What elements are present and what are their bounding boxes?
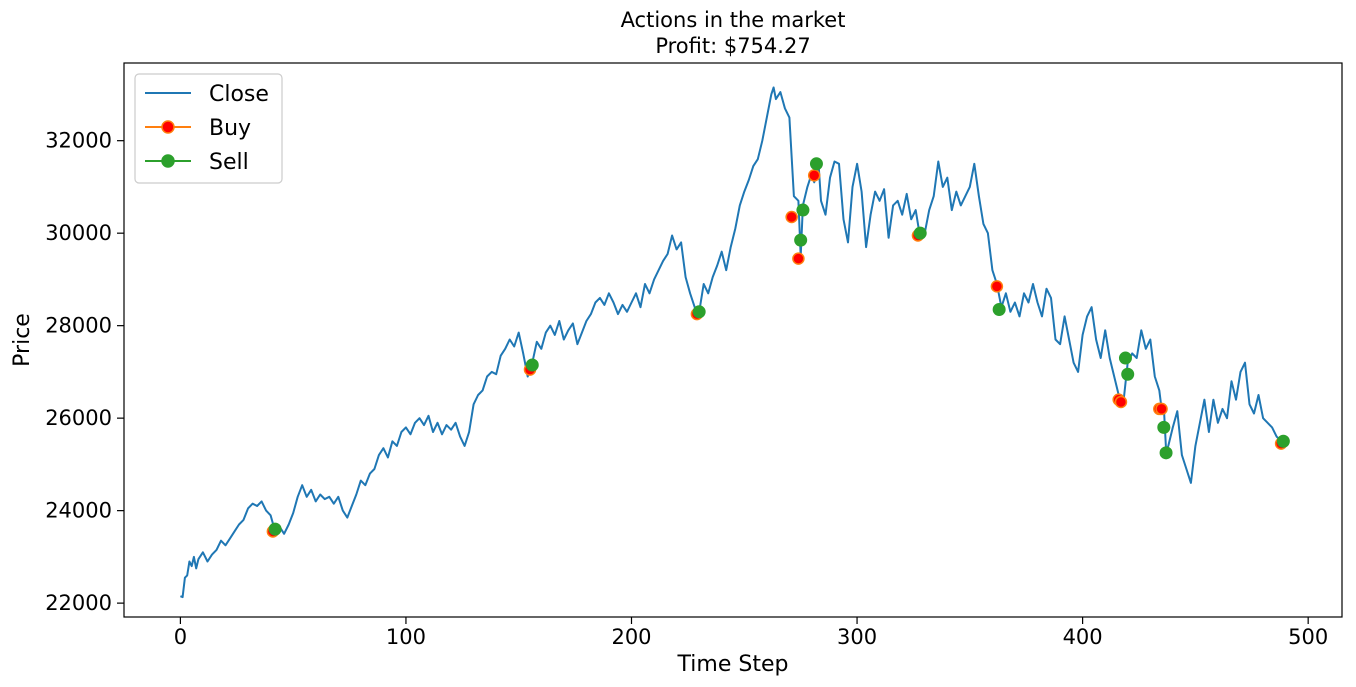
x-axis-label: Time Step [677, 652, 789, 677]
sell-marker [913, 226, 927, 240]
plot-frame [123, 62, 1343, 618]
sell-marker [1159, 446, 1173, 460]
sell-marker [525, 358, 539, 372]
x-tick-label: 100 [386, 625, 426, 649]
axis-ticks: 0 100 200 300 400 500 22000 24000 26000 28000 3000… [45, 129, 1328, 649]
buy-marker [785, 210, 798, 224]
sell-marker [1118, 351, 1132, 365]
legend-close-label: Close [209, 82, 269, 107]
buy-marker [807, 169, 821, 182]
sell-marker [1121, 367, 1135, 381]
sell-marker [992, 302, 1006, 316]
sell-marker [268, 522, 282, 536]
x-tick-label: 200 [611, 625, 651, 649]
chart-subtitle: Profit: $754.27 [655, 34, 810, 58]
buy-marker [1114, 395, 1128, 409]
legend: Close Buy Sell [134, 73, 283, 184]
legend-buy-swatch-marker [161, 120, 175, 134]
legend-sell-swatch-marker [161, 154, 175, 168]
y-axis-label: Price [10, 313, 35, 367]
y-tick-label: 30000 [45, 221, 112, 245]
y-tick-label: 26000 [45, 406, 112, 430]
sell-marker [1276, 434, 1290, 448]
x-tick-label: 500 [1288, 625, 1328, 649]
sell-marker [809, 157, 823, 171]
sell-marker [1157, 420, 1171, 434]
chart-title: Actions in the market [621, 8, 846, 32]
sell-marker [796, 203, 810, 217]
sell-marker [692, 305, 706, 319]
marker-layer [266, 157, 1290, 538]
legend-sell-label: Sell [209, 150, 249, 175]
buy-marker [792, 252, 805, 265]
series-layer [180, 86, 1287, 599]
buy-marker [990, 280, 1004, 293]
y-tick-label: 32000 [45, 129, 112, 153]
y-tick-label: 28000 [45, 314, 112, 338]
y-tick-label: 22000 [45, 591, 112, 615]
legend-buy-label: Buy [209, 116, 251, 141]
x-tick-label: 400 [1063, 625, 1103, 649]
close-price-line [180, 86, 1287, 599]
y-tick-label: 24000 [45, 499, 112, 523]
sell-marker [794, 233, 808, 247]
x-tick-label: 0 [174, 625, 187, 649]
x-tick-label: 300 [837, 625, 877, 649]
buy-marker [1155, 402, 1168, 416]
